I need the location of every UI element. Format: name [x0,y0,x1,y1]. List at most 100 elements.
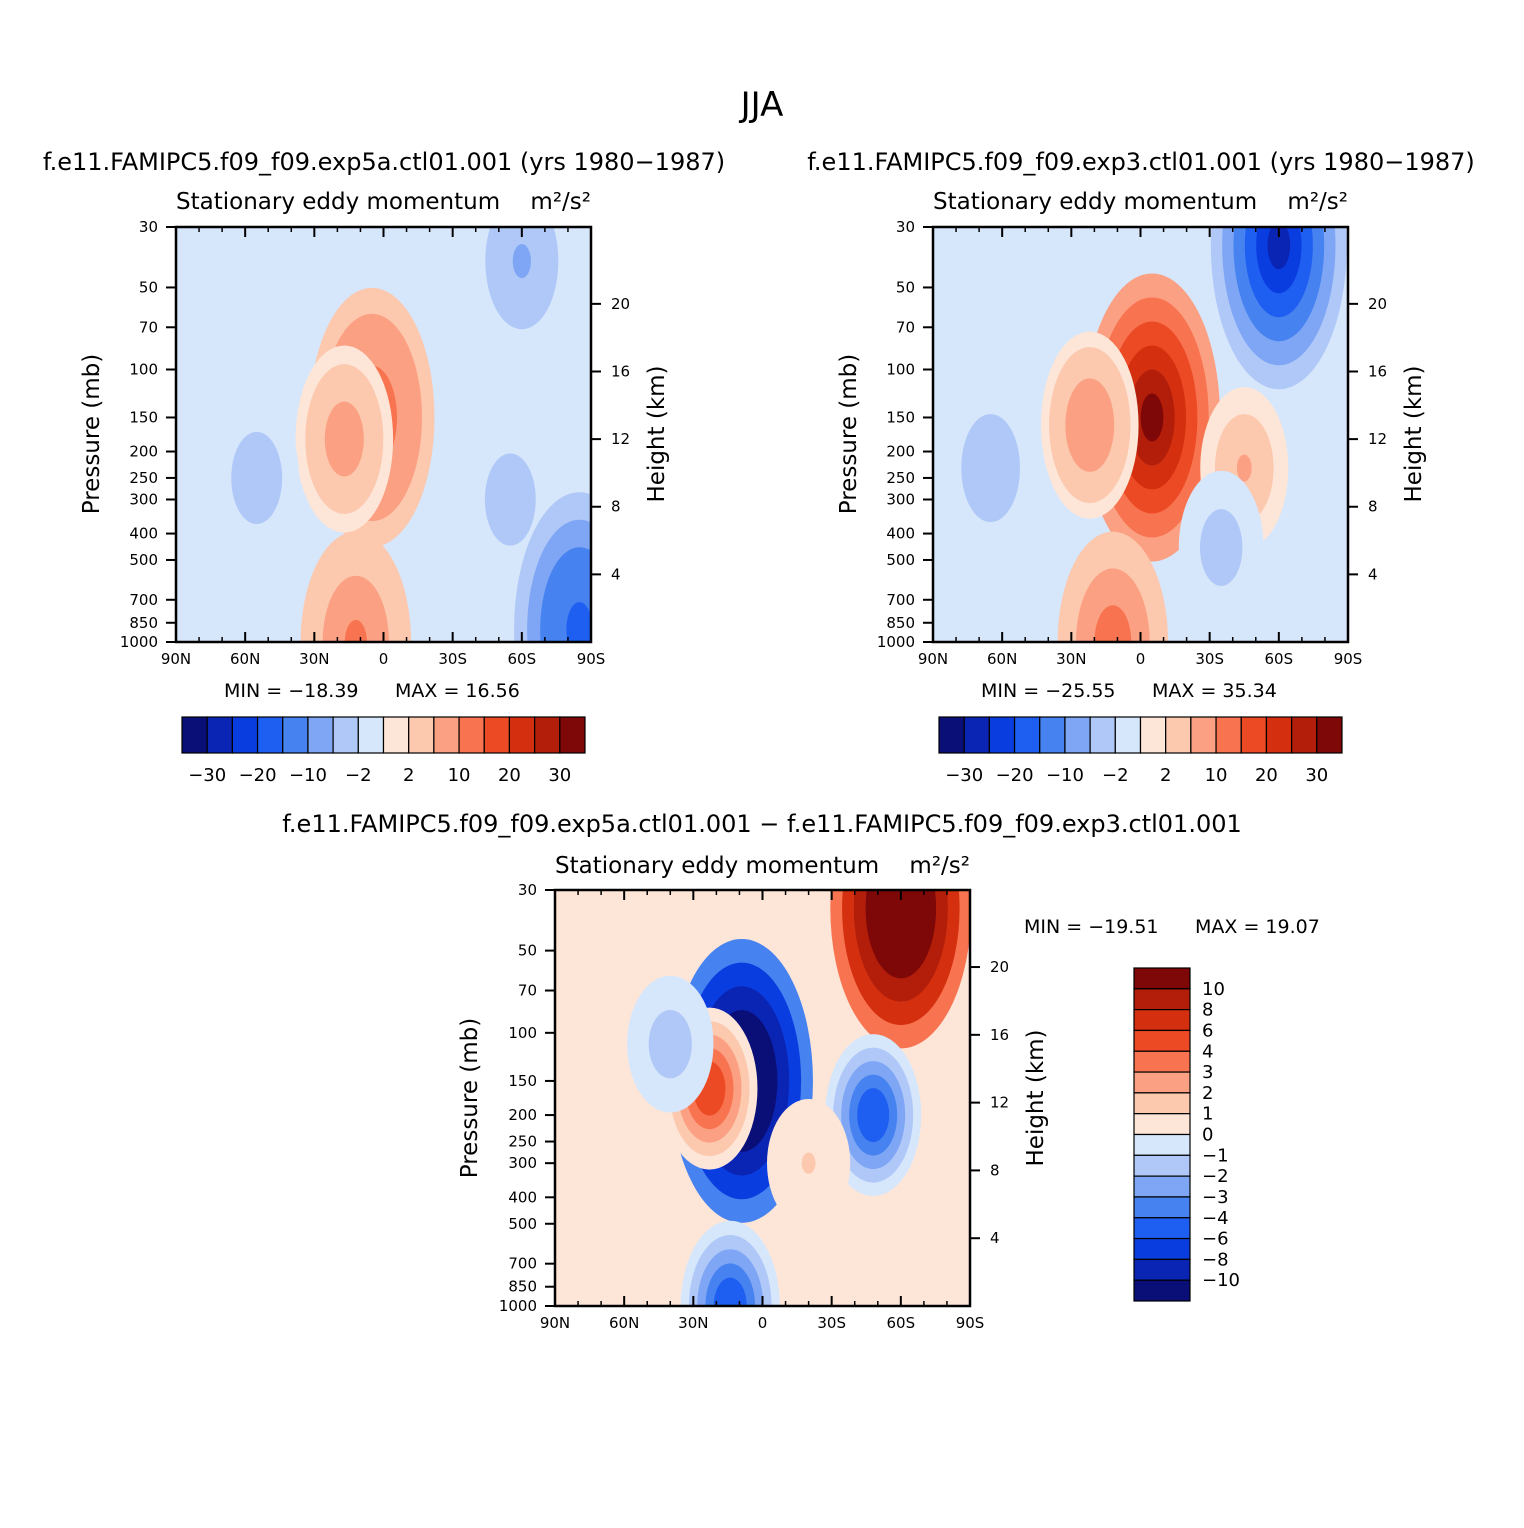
colorbar-label: 6 [1202,1020,1213,1041]
y2-tick-label: 12 [1368,430,1387,448]
y-tick-label: 50 [518,942,537,960]
contour-blob-4-5 [983,454,998,482]
colorbar-label: −2 [345,765,372,786]
x-tick-label: 0 [379,650,389,668]
x-tick-label: 30N [678,1314,708,1332]
contour-blob-4-5 [663,1032,678,1056]
contour-blob-5-5 [1214,534,1229,561]
colorbar-box [1133,988,1191,1011]
y-tick-label: 50 [139,278,158,296]
y2-tick-label: 4 [990,1229,1000,1247]
colorbar-box [1133,1196,1191,1219]
colorbar-label: 20 [498,765,521,786]
panel1-pressure-label: Pressure (mb) [79,354,105,514]
y-tick-label: 70 [896,318,915,336]
y-tick-label: 700 [886,591,915,609]
panel2-min-label: MIN = −25.55 [981,680,1116,702]
colorbar-box [1064,716,1091,754]
colorbar-label: 3 [1202,1062,1213,1083]
panel1-min-label: MIN = −18.39 [224,680,359,702]
colorbar-box [332,716,359,754]
colorbar-box [483,716,511,754]
contour-blob-1-4 [334,420,355,458]
panel1-case-title: f.e11.FAMIPC5.f09_f09.exp5a.ctl01.001 (y… [43,148,725,176]
x-tick-label: 60N [987,650,1017,668]
y-tick-label: 70 [139,318,158,336]
contour-blob-1-5 [889,890,913,932]
y-tick-label: 70 [518,982,537,1000]
y2-tick-label: 8 [990,1161,1000,1179]
colorbar-box [458,716,485,754]
y-tick-label: 1000 [120,633,158,651]
y-tick-label: 300 [129,491,158,509]
panel1-axes: 90N 60N 30N 0 30S 60S 90S 30 50 70 100 150 200 250 300… [120,218,630,668]
panel2-pressure-label: Pressure (mb) [836,354,862,514]
y2-tick-label: 12 [611,430,630,448]
colorbar-box [1133,1113,1191,1136]
y-tick-label: 150 [508,1072,537,1090]
panel3-axes: 90N 60N 30N 0 30S 60S 90S 30 50 70 100 150 200 250 300… [499,881,1009,1332]
colorbar-box [1291,716,1318,754]
colorbar-label: 10 [448,765,471,786]
colorbar-box [1089,716,1116,754]
y2-tick-label: 20 [611,295,630,313]
x-tick-label: 30S [817,1314,846,1332]
panel2-axes: 90N 60N 30N 0 30S 60S 90S 30 50 70 100 150 200 250 300… [877,218,1387,668]
panel2-variable-title: Stationary eddy momentum [933,189,1257,215]
y-tick-label: 500 [886,551,915,569]
y-tick-label: 850 [129,614,158,632]
y-tick-label: 850 [886,614,915,632]
y-tick-label: 400 [508,1188,537,1206]
y-tick-label: 500 [129,551,158,569]
y-tick-label: 250 [508,1133,537,1151]
contour-blob-2-5 [865,1101,882,1129]
colorbar-box [1039,716,1066,754]
colorbar-box [206,716,233,754]
colorbar-box [988,716,1016,754]
colorbar-label: 1 [1202,1104,1213,1125]
colorbar-label: 2 [1202,1083,1213,1104]
x-tick-label: 90S [956,1314,985,1332]
y-tick-label: 300 [886,491,915,509]
colorbar-box [1133,967,1191,990]
colorbar-label: −30 [188,765,226,786]
colorbar-label: −8 [1202,1249,1229,1270]
y-tick-label: 50 [896,278,915,296]
colorbar-box [1133,1071,1191,1094]
colorbar-box [357,716,385,754]
panel3-contour-field [555,890,970,1306]
colorbar-box [256,716,284,754]
contour-blob-1-5 [1267,227,1291,270]
y2-tick-label: 20 [990,958,1009,976]
panel2-case-title: f.e11.FAMIPC5.f09_f09.exp3.ctl01.001 (yr… [807,148,1475,176]
panel1-max-label: MAX = 16.56 [395,680,520,702]
x-tick-label: 90S [577,650,606,668]
y-tick-label: 100 [129,360,158,378]
colorbar-label: −2 [1202,1166,1229,1187]
colorbar-box [534,716,561,754]
y-tick-label: 100 [886,360,915,378]
colorbar-label: 4 [1202,1041,1213,1062]
panel1-variable-title: Stationary eddy momentum [176,189,500,215]
y2-tick-label: 8 [1368,498,1378,516]
colorbar-label: 2 [1160,765,1171,786]
y-tick-label: 400 [129,525,158,543]
colorbar-box [1133,1237,1191,1260]
colorbar-box [1316,716,1343,754]
y2-tick-label: 12 [990,1094,1009,1112]
y-tick-label: 250 [886,469,915,487]
x-tick-label: 90N [918,650,948,668]
colorbar-box [1190,716,1217,754]
contour-blob-2-5 [1081,409,1098,441]
colorbar-box [1215,716,1242,754]
colorbar-label: 30 [548,765,571,786]
contour-blob-5-5 [721,1291,739,1306]
colorbar-label: −10 [289,765,327,786]
colorbar-label: 0 [1202,1125,1213,1146]
y-tick-label: 150 [886,408,915,426]
panel1-height-label: Height (km) [644,365,670,502]
colorbar-label: 10 [1202,979,1225,1000]
y-tick-label: 1000 [877,633,915,651]
